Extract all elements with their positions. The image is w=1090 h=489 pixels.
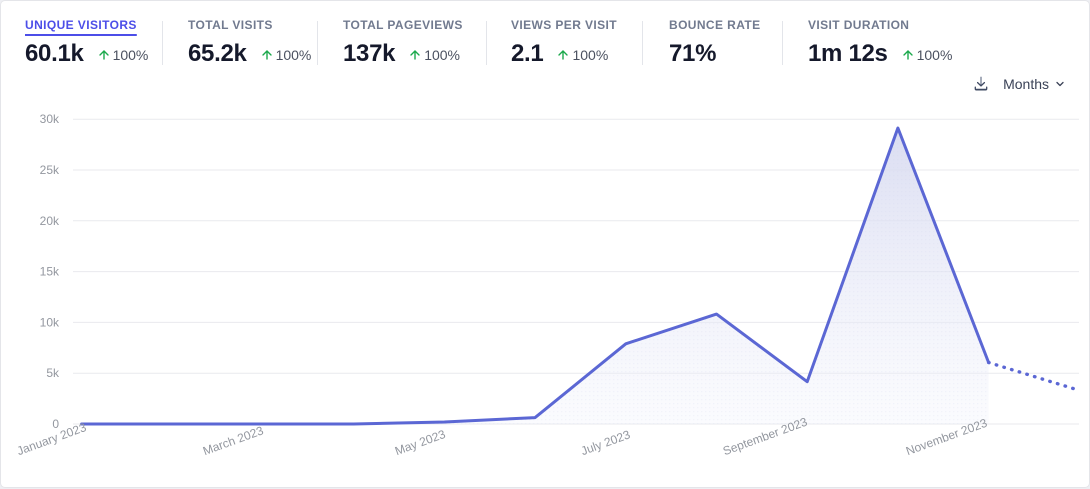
svg-text:20k: 20k (40, 214, 60, 228)
svg-text:30k: 30k (40, 112, 60, 126)
svg-text:25k: 25k (40, 163, 60, 177)
svg-text:5k: 5k (46, 366, 60, 380)
svg-text:10k: 10k (40, 315, 60, 329)
svg-text:15k: 15k (40, 265, 60, 279)
